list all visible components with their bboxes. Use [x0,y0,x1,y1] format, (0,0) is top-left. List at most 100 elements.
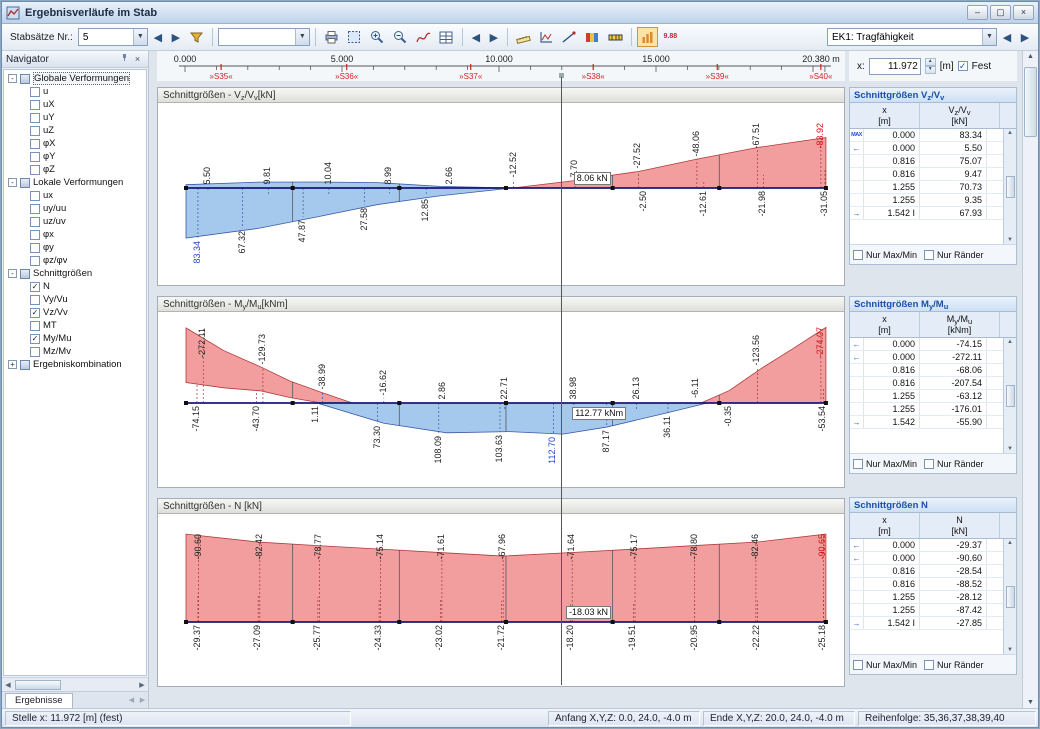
x-next-button[interactable]: ▶ [489,31,499,44]
navigator-result-item[interactable]: uX [4,98,146,111]
result-item-label[interactable]: uX [43,99,55,110]
result-item-label[interactable]: Vz/Vv [43,307,68,318]
table-row[interactable]: 1.255 -63.12 [850,390,1016,403]
result-checkbox[interactable] [30,151,40,162]
navigator-result-item[interactable]: ✓ Vz/Vv [4,306,146,319]
navigator-group[interactable]: - Globale Verformungen [4,72,146,85]
result-item-label[interactable]: N [43,281,50,292]
group-label[interactable]: Lokale Verformungen [33,177,124,188]
result-item-label[interactable]: Mz/Mv [43,346,71,357]
navigator-result-item[interactable]: uz/uv [4,215,146,228]
result-checkbox[interactable] [30,294,40,305]
result-item-label[interactable]: ux [43,190,54,201]
table-scrollbar[interactable]: ▲ ▼ [1003,338,1016,453]
zoom-window-button[interactable] [344,27,365,47]
navigator-result-item[interactable]: φx [4,228,146,241]
result-item-label[interactable]: φY [43,151,56,162]
result-item-label[interactable]: φz/φv [43,255,68,266]
result-checkbox[interactable] [30,125,40,136]
navigator-result-item[interactable]: MT [4,319,146,332]
close-icon[interactable]: × [134,53,141,64]
navigator-result-item[interactable]: uZ [4,124,146,137]
navigator-result-item[interactable]: φZ [4,163,146,176]
navigator-result-item[interactable]: φY [4,150,146,163]
navigator-result-item[interactable]: ux [4,189,146,202]
chevron-down-icon[interactable]: ▼ [132,29,147,45]
tab-ergebnisse[interactable]: Ergebnisse [5,692,73,708]
navigator-result-item[interactable]: Mz/Mv [4,345,146,358]
result-checkbox[interactable] [30,138,40,149]
member-prev-button[interactable]: ◀ [153,31,163,44]
chevron-down-icon[interactable]: ▼ [982,29,996,45]
main-vertical-scrollbar[interactable]: ▲ ▼ [1022,51,1038,708]
result-checkbox[interactable] [30,99,40,110]
scroll-left-icon[interactable]: ◀ [5,681,11,689]
table-row[interactable]: 1.255 70.73 [850,181,1016,194]
result-item-label[interactable]: MT [43,320,57,331]
table-row[interactable]: ← 0.000 -29.37 [850,539,1016,552]
navigator-group[interactable]: - Schnittgrößen [4,267,146,280]
diagram-axes-button[interactable] [536,27,557,47]
tab-scroll-left-icon[interactable]: ◀ [128,697,135,704]
result-checkbox[interactable]: ✓ [30,281,40,292]
chevron-down-icon[interactable]: ▼ [294,29,309,45]
beam-ruler[interactable]: 0.000 5.000 10.000 15.000 20.380 m »S35« »S36«… [157,51,845,81]
measure-button[interactable] [513,27,534,47]
navigator-result-item[interactable]: Vy/Vu [4,293,146,306]
result-checkbox[interactable] [30,242,40,253]
tab-scroll-right-icon[interactable]: ▶ [139,697,146,704]
navigator-result-item[interactable]: ✓ My/Mu [4,332,146,345]
zoom-out-button[interactable] [390,27,411,47]
result-checkbox[interactable] [30,86,40,97]
result-checkbox[interactable] [30,255,40,266]
navigator-result-item[interactable]: φz/φv [4,254,146,267]
load-combination-combo[interactable]: EK1: Tragfähigkeit ▼ [827,28,997,46]
table-row[interactable]: 0.816 75.07 [850,155,1016,168]
scrollbar-thumb[interactable] [1024,67,1037,137]
view-combo[interactable]: ▼ [217,28,310,46]
table-row[interactable]: 1.255 -28.12 [850,591,1016,604]
chart-plot-my[interactable]: -272.11 -129.73 -38.99 -16.62 2.86 22.71 38.98… [158,312,844,487]
table-row[interactable]: ← 0.000 -90.60 [850,552,1016,565]
member-set-combo[interactable]: 5 ▼ [77,28,148,46]
result-item-label[interactable]: u [43,86,49,97]
result-checkbox[interactable] [30,320,40,331]
table-row[interactable]: 0.816 -207.54 [850,377,1016,390]
table-row[interactable]: MAX 0.000 83.34 [850,129,1016,142]
table-row[interactable]: → 1.542 -55.90 [850,416,1016,429]
result-colors-button[interactable] [582,27,603,47]
table-row[interactable]: 1.255 -176.01 [850,403,1016,416]
group-label[interactable]: Ergebniskombination [33,359,122,370]
table-row[interactable]: ← 0.000 5.50 [850,142,1016,155]
edges-checkbox[interactable] [924,249,935,260]
result-checkbox[interactable] [30,229,40,240]
table-row[interactable]: 1.255 9.35 [850,194,1016,207]
decimal-places-button[interactable]: 9.88 [660,27,681,47]
cursor-drag-handle[interactable] [558,73,564,78]
group-label[interactable]: Schnittgrößen [33,268,93,279]
result-checkbox[interactable] [30,164,40,175]
result-item-label[interactable]: φZ [43,164,55,175]
maxmin-checkbox[interactable] [853,249,863,260]
scroll-right-icon[interactable]: ▶ [139,681,145,689]
result-item-label[interactable]: uZ [43,125,55,136]
expand-icon[interactable]: + [8,360,17,369]
table-row[interactable]: 0.816 9.47 [850,168,1016,181]
result-item-label[interactable]: φx [43,229,54,240]
result-item-label[interactable]: φy [43,242,54,253]
zoom-in-button[interactable] [367,27,388,47]
result-checkbox[interactable] [30,190,40,201]
navigator-hscrollbar[interactable]: ◀ ▶ [2,677,148,691]
maximize-button[interactable]: ▢ [990,5,1011,20]
collapse-icon[interactable]: - [8,178,17,187]
table-row[interactable]: ← 0.000 -272.11 [850,351,1016,364]
grid-button[interactable] [436,27,457,47]
table-row[interactable]: 0.816 -88.52 [850,578,1016,591]
result-cursor-line[interactable] [560,77,562,685]
table-row[interactable]: 0.816 -68.06 [850,364,1016,377]
x-spinner[interactable]: ▲ ▼ [924,58,936,74]
result-checkbox[interactable] [30,203,40,214]
x-prev-button[interactable]: ◀ [471,31,481,44]
slope-button[interactable] [559,27,580,47]
chart-plot-n[interactable]: -90.60 -82.42 -78.77 -75.14 -71.61 -67.96 -71.… [158,514,844,686]
